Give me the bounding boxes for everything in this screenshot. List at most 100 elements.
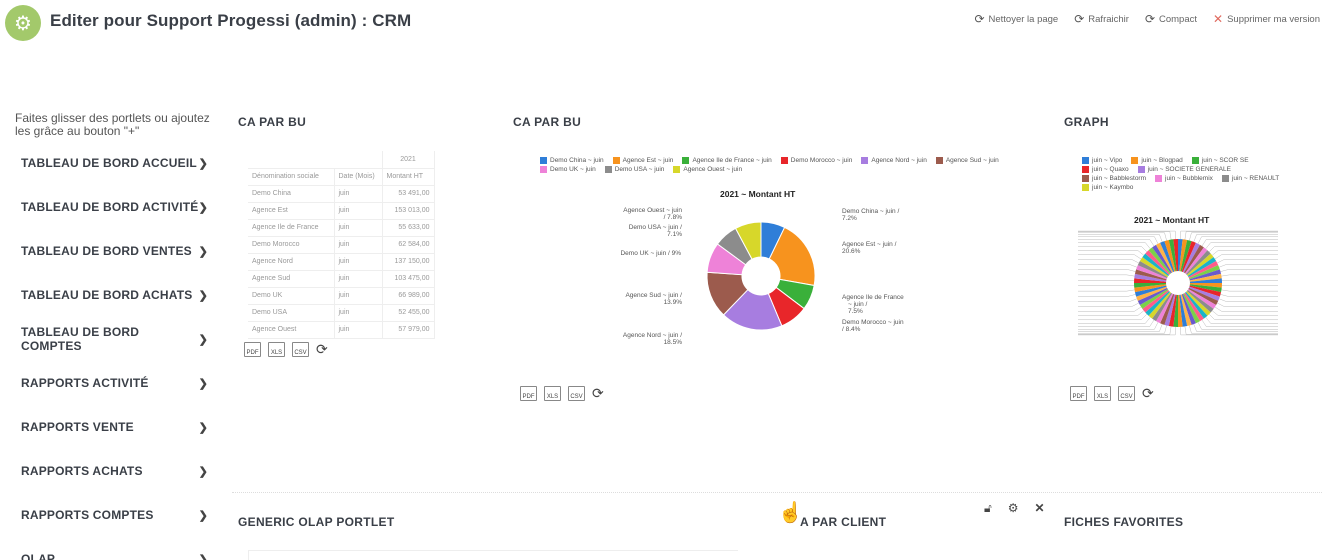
chevron-down-icon: ❯ [198,465,208,478]
legend-swatch [1082,166,1089,173]
legend-swatch [682,157,690,164]
graph-connector [1078,234,1163,242]
graph-connector [1217,259,1278,264]
legend-item[interactable]: Demo UK ~ juin [540,166,596,173]
sidebar-item-tableau-activite[interactable]: TABLEAU DE BORD ACTIVITÉ ❯ [21,200,208,214]
xls-export-button[interactable]: XLS [268,342,285,357]
legend-item[interactable]: juin ~ SOCIETE GENERALE [1137,166,1231,173]
graph-connector [1078,259,1139,264]
legend-swatch [1191,157,1199,164]
legend-item[interactable]: juin ~ Babblestorm [1082,175,1146,182]
legend-item[interactable]: juin ~ Kaymbo [1082,184,1133,191]
legend-item[interactable]: Agence Est ~ juin [612,157,673,164]
close-icon[interactable]: ✕ [1034,501,1045,515]
graph-connector [1078,317,1151,324]
slice-label-ouest: Agence Ouest ~ juin/ 7.8% [623,207,682,221]
header-actions: ⟳ Nettoyer la page ⟳ Rafraichir ⟳ Compac… [974,12,1320,26]
graph-connector [1078,264,1137,268]
refresh-icon: ⟳ [1144,12,1155,26]
lock-icon[interactable]: 🔓︎ [984,501,992,515]
legend-item[interactable]: juin ~ Vipo [1082,157,1122,164]
legend-item[interactable]: Agence Sud ~ juin [935,157,999,164]
legend-item[interactable]: juin ~ SCOR SE [1191,157,1249,164]
legend-swatch [1082,157,1089,164]
xls-export-button[interactable]: XLS [544,386,561,401]
refresh-icon[interactable]: ⟳ [592,385,604,401]
gear-icon[interactable]: ⚙ [1007,501,1019,515]
legend-item[interactable]: Demo Morocco ~ juin [780,157,852,164]
row-divider [232,492,1322,493]
table-row: Agence Sud juin 103 475,00 [248,270,435,288]
delete-my-version-button[interactable]: ✕ Supprimer ma version [1213,12,1320,26]
legend-item[interactable]: Agence Ile de France ~ juin [682,157,772,164]
slice-label-morocco: Demo Morocco ~ juin/ 8.4% [842,319,904,333]
portlet-title-graph: GRAPH [1064,115,1109,129]
legend-item[interactable]: Agence Nord ~ juin [861,157,927,164]
csv-export-button[interactable]: CSV [292,342,309,357]
sidebar-item-tableau-achats[interactable]: TABLEAU DE BORD ACHATS ❯ [21,288,208,302]
table-header: Dénomination sociale [248,168,335,186]
ca-chart-export-bar: PDF XLS CSV ⟳ [520,385,604,402]
portlet-title-client: A PAR CLIENT [800,515,887,529]
legend-item[interactable]: juin ~ RENAULT [1221,175,1279,182]
csv-export-button[interactable]: CSV [1118,386,1135,401]
legend-swatch [673,166,681,173]
legend-swatch [1082,175,1089,182]
xls-export-button[interactable]: XLS [1094,386,1111,401]
legend-item[interactable]: Demo USA ~ juin [604,166,664,173]
graph-connector [1078,325,1167,334]
sidebar-item-rapports-comptes[interactable]: RAPPORTS COMPTES ❯ [21,508,208,522]
graph-connector [1184,326,1278,335]
legend-item[interactable]: juin ~ Blogpad [1131,157,1183,164]
sidebar-item-rapports-achats[interactable]: RAPPORTS ACHATS ❯ [21,464,208,478]
portlet-sidebar: Faites glisser des portlets ou ajoutez l… [0,112,222,560]
slice-label-china: Demo China ~ juin /7.2% [842,208,900,222]
chevron-down-icon: ❯ [198,333,208,346]
graph-connector [1205,242,1278,249]
table-row: Agence Ile de France juin 55 633,00 [248,219,435,237]
legend-swatch [935,157,943,164]
graph-connector [1184,231,1278,240]
refresh-icon[interactable]: ⟳ [316,341,328,357]
pdf-export-button[interactable]: PDF [244,342,261,357]
graph-connector [1180,230,1278,240]
sidebar-item-tableau-accueil[interactable]: TABLEAU DE BORD ACCUEIL ❯ [21,156,208,170]
graph-connector [1220,294,1278,297]
legend-item[interactable]: Demo China ~ juin [540,157,604,164]
portlet-category-list: TABLEAU DE BORD ACCUEIL ❯ TABLEAU DE BORD… [0,141,222,560]
sidebar-item-tableau-ventes[interactable]: TABLEAU DE BORD VENTES ❯ [21,244,208,258]
legend-item[interactable]: juin ~ Quaxo [1082,166,1129,173]
graph-connector [1078,302,1139,307]
pdf-export-button[interactable]: PDF [1070,386,1087,401]
table-row: Agence Est juin 153 013,00 [248,202,435,220]
sidebar-item-tableau-comptes[interactable]: TABLEAU DE BORD COMPTES ❯ [21,325,208,353]
sidebar-item-olap[interactable]: OLAP ❯ [0,537,222,560]
sidebar-item-rapports-vente[interactable]: RAPPORTS VENTE ❯ [21,420,208,434]
refresh-icon[interactable]: ⟳ [1142,385,1154,401]
legend-swatch [1221,175,1229,182]
graph-connector [1219,264,1278,268]
sidebar-item-rapports-activite[interactable]: RAPPORTS ACTIVITÉ ❯ [21,376,208,390]
compact-button[interactable]: ⟳ Compact [1144,12,1198,26]
csv-export-button[interactable]: CSV [568,386,585,401]
chevron-down-icon: ❯ [198,553,208,560]
donut-slice[interactable] [734,221,762,260]
legend-item[interactable]: juin ~ Bubblemix [1155,175,1213,182]
donut-slice[interactable] [768,226,816,287]
slice-label-sud: Agence Sud ~ juin /13.9% [625,292,682,306]
graph-export-bar: PDF XLS CSV ⟳ [1070,385,1154,402]
legend-swatch [1137,166,1145,173]
olap-table-top [248,550,738,560]
legend-item[interactable]: Agence Ouest ~ juin [673,166,742,173]
refresh-icon: ⟳ [974,12,985,26]
clean-page-button[interactable]: ⟳ Nettoyer la page [974,12,1059,26]
legend-swatch [1131,157,1139,164]
graph-connector [1208,313,1278,320]
legend-swatch [612,157,620,164]
page-title: Editer pour Support Progessi (admin) : C… [50,11,412,30]
graph-connector [1189,325,1278,334]
ca-table-export-bar: PDF XLS CSV ⟳ [244,341,328,358]
refresh-button[interactable]: ⟳ Rafraichir [1074,12,1129,26]
pdf-export-button[interactable]: PDF [520,386,537,401]
graph-connector [1193,234,1278,242]
